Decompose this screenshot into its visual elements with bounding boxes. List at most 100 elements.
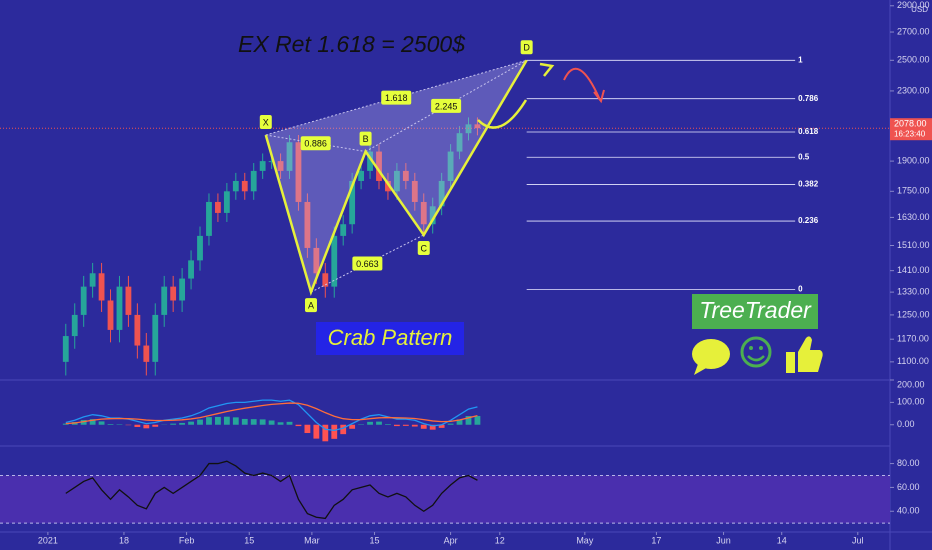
pattern-area	[265, 60, 527, 152]
macd-histogram-bar	[304, 424, 311, 434]
y-tick-label: 2700.00	[897, 26, 930, 36]
y-tick-label: 1750.00	[897, 186, 930, 196]
candle-body	[447, 151, 454, 181]
macd-histogram-bar	[223, 416, 230, 425]
ratio-box	[300, 136, 331, 151]
candle-body	[188, 260, 194, 279]
fib-level-label: 1	[798, 55, 803, 64]
y-tick-label: 40.00	[897, 506, 920, 516]
candle-body	[241, 180, 248, 192]
macd-histogram-bar	[170, 423, 177, 425]
candle-body	[170, 286, 177, 301]
macd-histogram-bar	[143, 424, 150, 429]
macd-histogram-bar	[402, 424, 409, 426]
candle-body	[331, 235, 338, 287]
candle-body	[89, 273, 96, 287]
macd-histogram-bar	[340, 424, 347, 435]
arrow-head	[539, 62, 555, 77]
candle-body	[304, 201, 311, 248]
macd-histogram-bar	[152, 424, 159, 427]
candle-body	[232, 180, 239, 192]
candle-body	[385, 180, 391, 192]
rsi-band	[0, 475, 890, 524]
macd-histogram-bar	[277, 422, 284, 425]
y-tick-label: 1170.00	[897, 334, 929, 344]
pattern-name-box	[316, 322, 464, 355]
y-tick-label: 60.00	[897, 482, 920, 492]
macd-histogram-bar	[376, 421, 382, 425]
arrow-head	[593, 89, 605, 104]
candle-body	[429, 206, 436, 225]
candle-body	[197, 235, 203, 261]
macd-histogram-bar	[349, 424, 356, 429]
y-tick-label: 2300.00	[897, 85, 930, 95]
pattern-area	[265, 134, 366, 293]
macd-histogram-bar	[206, 417, 212, 425]
point-label-box	[359, 131, 372, 146]
ratio-label: 0.663	[356, 259, 379, 269]
macd-histogram-bar	[322, 424, 329, 442]
candle-body	[161, 286, 168, 315]
fib-level-label: 0.382	[798, 180, 819, 189]
ratio-label: 0.886	[304, 139, 327, 149]
x-tick-label: 15	[370, 535, 380, 545]
macd-histogram-bar	[447, 423, 454, 425]
candle-body	[98, 273, 105, 301]
currency: USD	[911, 5, 928, 14]
y-tick-label: 100.00	[897, 397, 925, 407]
candle-body	[349, 180, 356, 225]
y-tick-label: 1630.00	[897, 212, 930, 222]
macd-histogram-bar	[331, 424, 338, 439]
y-tick-label: 0.00	[897, 419, 915, 429]
candle-body	[474, 124, 481, 129]
x-tick-label: Jun	[716, 535, 731, 545]
macd-histogram-bar	[197, 419, 203, 425]
macd-histogram-bar	[420, 424, 427, 429]
candle-body	[179, 278, 186, 301]
chart-title: EX Ret 1.618 = 2500$	[238, 31, 466, 57]
candle-body	[250, 170, 257, 192]
point-label: X	[263, 117, 269, 127]
candle-body	[116, 286, 123, 330]
candle-body	[71, 314, 78, 337]
candle-body	[125, 286, 132, 315]
y-tick-label: 1100.00	[897, 356, 929, 366]
macd-histogram-bar	[250, 419, 257, 425]
x-tick-label: 17	[651, 535, 661, 545]
macd-histogram-bar	[80, 420, 87, 425]
chat-icon	[692, 339, 730, 375]
macd-histogram-bar	[259, 419, 266, 425]
candle-body	[456, 133, 463, 152]
projection-arrow	[477, 99, 528, 129]
macd-histogram-bar	[89, 419, 96, 425]
macd-histogram-bar	[393, 424, 400, 427]
point-label-box	[417, 240, 430, 255]
macd-histogram-bar	[465, 416, 472, 425]
candle-body	[438, 180, 445, 207]
y-tick-label: 200.00	[897, 379, 925, 389]
pattern-leg	[265, 134, 366, 153]
y-tick-label: 1330.00	[897, 286, 930, 296]
macd-histogram-bar	[313, 424, 320, 439]
ratio-label: 2.245	[435, 101, 458, 111]
rsi-line	[65, 460, 478, 520]
candle-body	[107, 300, 114, 330]
candle-body	[259, 161, 266, 171]
y-tick-label: 2900.00	[897, 0, 930, 10]
fib-level-label: 0.786	[798, 94, 819, 103]
signal-line	[65, 402, 478, 425]
macd-histogram-bar	[456, 419, 463, 425]
candle-body	[206, 201, 212, 236]
candle-body	[465, 124, 472, 134]
candle-body	[411, 180, 418, 202]
point-label: B	[363, 134, 369, 144]
brand-box	[692, 294, 818, 329]
ratio-box	[431, 98, 462, 113]
x-tick-label: Apr	[444, 535, 458, 545]
candle-body	[80, 286, 87, 315]
fib-level-label: 0.5	[798, 152, 810, 161]
fib-level-label: 0.236	[798, 216, 819, 225]
macd-histogram-bar	[367, 421, 373, 425]
